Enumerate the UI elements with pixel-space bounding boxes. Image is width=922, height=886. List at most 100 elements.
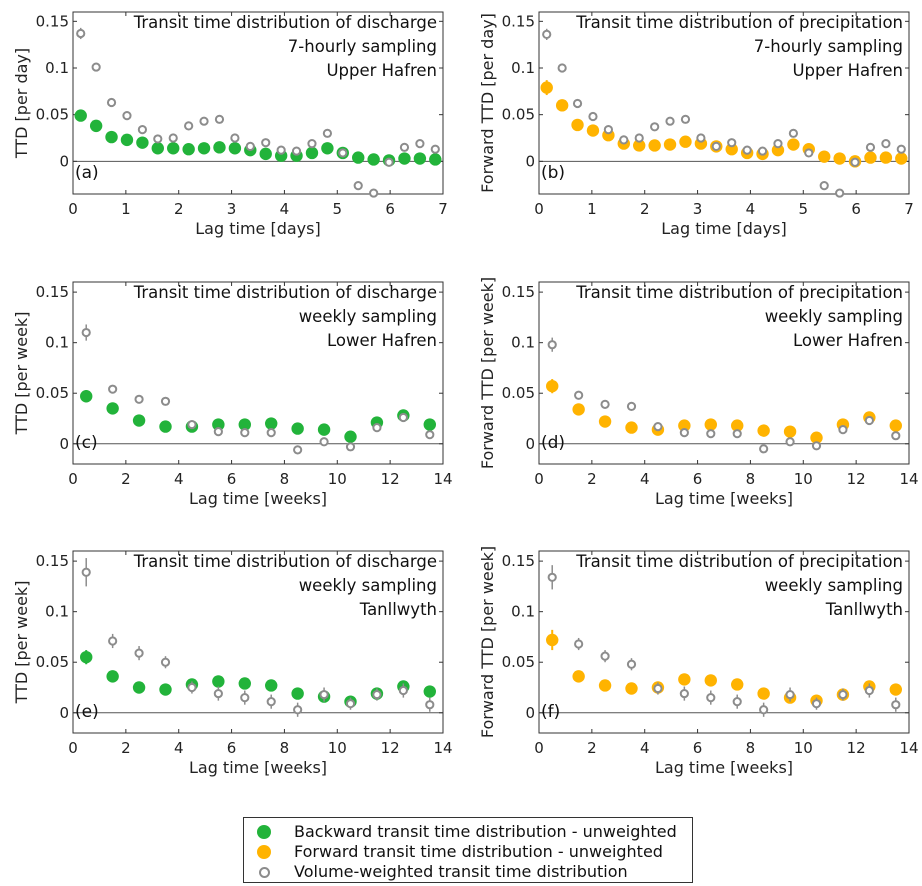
panel-title-line: weekly sampling (299, 307, 437, 326)
series-weighted (542, 28, 906, 198)
weighted-point (91, 62, 101, 72)
y-tick-label: 0 (525, 152, 535, 170)
weighted-point (293, 705, 303, 715)
weighted-point (345, 699, 356, 709)
weighted-point (425, 700, 435, 710)
weighted-point (415, 139, 425, 149)
weighted-point (588, 111, 598, 122)
unweighted-point (663, 138, 677, 151)
unweighted-point (291, 422, 304, 435)
weighted-point (706, 429, 716, 439)
y-tick-label: 0 (59, 435, 69, 453)
weighted-point (384, 157, 394, 167)
unweighted-point (757, 424, 770, 437)
unweighted-point (259, 147, 272, 161)
weighted-point (430, 144, 440, 154)
weighted-point (81, 567, 91, 577)
unweighted-point (546, 379, 559, 393)
series-weighted (547, 565, 901, 717)
plot-frame (538, 11, 910, 195)
weighted-point (696, 133, 706, 143)
y-tick-label: 0.05 (36, 384, 69, 402)
y-tick-label: 0.05 (36, 653, 69, 671)
panel-title-line: weekly sampling (765, 576, 903, 595)
weighted-point (240, 428, 250, 438)
x-tick-label: 0 (68, 739, 78, 757)
weighted-point (727, 138, 737, 148)
x-tick-label: 4 (174, 470, 184, 488)
panel-title-line: Transit time distribution of discharge (133, 13, 437, 32)
y-tick-label: 0.15 (36, 12, 69, 30)
unweighted-point (586, 124, 600, 137)
y-tick-label: 0.1 (45, 334, 69, 352)
weighted-point (213, 688, 223, 699)
weighted-point (187, 419, 197, 430)
unweighted-point (625, 421, 638, 434)
legend-open-circle (259, 867, 270, 878)
weighted-point (838, 425, 848, 435)
panel-title-line: Transit time distribution of precipitati… (575, 552, 903, 571)
weighted-point (547, 572, 557, 582)
unweighted-point (80, 650, 93, 664)
weighted-point (276, 145, 286, 155)
x-tick-label: 6 (385, 200, 395, 218)
weighted-point (293, 445, 303, 455)
y-tick-label: 0.15 (36, 283, 69, 301)
weighted-point (881, 139, 891, 149)
unweighted-point (598, 415, 612, 428)
weighted-point (680, 114, 691, 124)
legend-label-forward: Forward transit time distribution - unwe… (294, 842, 663, 861)
weighted-point (634, 133, 644, 143)
unweighted-point (106, 402, 119, 415)
weighted-point (291, 146, 302, 156)
legend-box: Backward transit time distribution - unw… (243, 817, 693, 883)
x-tick-label: 4 (174, 739, 184, 757)
x-tick-label: 0 (534, 200, 544, 218)
legend-item-weighted: Volume-weighted transit time distributio… (244, 862, 692, 882)
legend-item-backward: Backward transit time distribution - unw… (244, 822, 692, 842)
series-weighted (547, 337, 901, 454)
weighted-point (838, 689, 848, 700)
unweighted-point (625, 682, 638, 695)
legend-orange-dot (257, 845, 271, 859)
unweighted-point (895, 152, 908, 165)
weighted-point (785, 437, 795, 447)
weighted-point (353, 181, 363, 191)
unweighted-point (159, 683, 172, 696)
unweighted-point (818, 150, 831, 163)
y-tick-label: 0.05 (502, 653, 535, 671)
panel-title-line: weekly sampling (765, 307, 903, 326)
weighted-point (547, 340, 557, 350)
weighted-point (542, 29, 552, 40)
x-tick-label: 2 (640, 200, 650, 218)
unweighted-point (725, 143, 738, 156)
weighted-point (650, 122, 660, 132)
plot-frame (538, 550, 910, 734)
x-tick-label: 14 (433, 739, 452, 757)
panel-e: 0 2 4 6 8 10 12 14 0 0.05 0.1 0.15 Lag time [weeks] T… (12, 550, 453, 777)
weighted-point (679, 688, 689, 699)
x-tick-label: 10 (794, 470, 813, 488)
unweighted-point (757, 687, 770, 700)
weighted-point (213, 427, 223, 437)
panel-title: Transit time distribution of precipitati… (575, 552, 903, 619)
x-tick-label: 0 (68, 470, 78, 488)
unweighted-point (238, 677, 251, 690)
unweighted-point (182, 143, 195, 156)
weighted-point (266, 428, 276, 438)
y-tick-label: 0.1 (45, 59, 69, 77)
unweighted-point (344, 430, 357, 443)
weighted-point (891, 431, 901, 441)
y-axis-label: Forward TTD [per week] (478, 277, 497, 469)
panel-title-line: Transit time distribution of discharge (133, 283, 437, 302)
legend-label-weighted: Volume-weighted transit time distributio… (294, 862, 628, 881)
panel-letter: (b) (541, 163, 565, 183)
y-tick-label: 0.15 (502, 283, 535, 301)
x-tick-label: 6 (851, 200, 861, 218)
weighted-point (653, 421, 663, 432)
panel-title-line: 7-hourly sampling (754, 37, 903, 56)
weighted-point (108, 384, 118, 394)
unweighted-point (633, 139, 646, 152)
x-tick-label: 6 (693, 739, 703, 757)
weighted-point (307, 139, 317, 149)
